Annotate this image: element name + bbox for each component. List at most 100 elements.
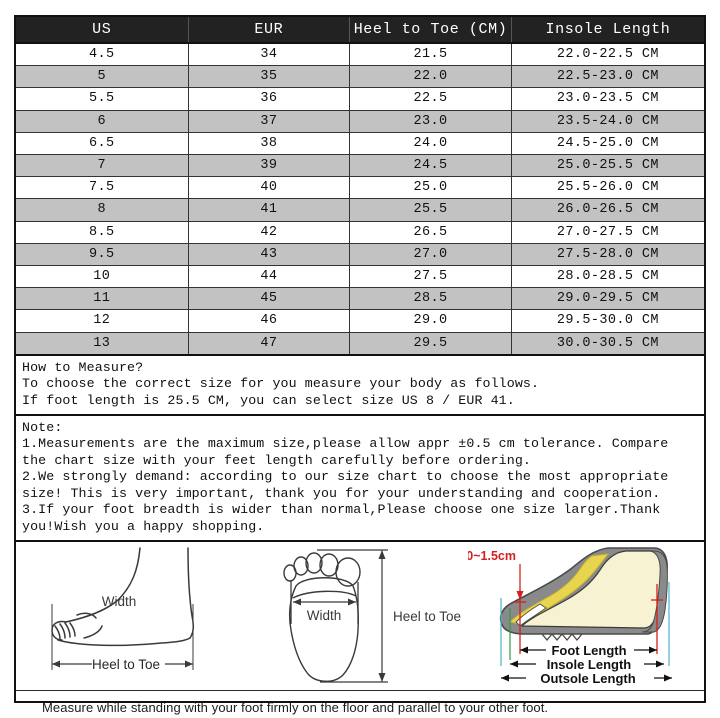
cell-insole-length: 24.5-25.0 CM bbox=[511, 132, 704, 156]
cell-heel-to-toe: 23.0 bbox=[349, 110, 512, 133]
cell-eur: 37 bbox=[188, 110, 351, 133]
measurement-diagrams: Width Heel to Toe bbox=[16, 542, 704, 691]
note-item-2: 2.We strongly demand: according to our s… bbox=[22, 469, 669, 501]
note-block: Note: 1.Measurements are the maximum siz… bbox=[16, 416, 704, 542]
table-row: 8 41 25.5 26.0-26.5 CM bbox=[16, 198, 704, 222]
sole-view-width-label: Width bbox=[307, 608, 342, 623]
cell-insole-length: 23.5-24.0 CM bbox=[511, 110, 704, 133]
cell-eur: 44 bbox=[188, 265, 351, 289]
table-row: 5 35 22.0 22.5-23.0 CM bbox=[16, 65, 704, 89]
cell-insole-length: 25.0-25.5 CM bbox=[511, 154, 704, 178]
shoe-lining-accent bbox=[508, 553, 610, 625]
cell-us: 7 bbox=[16, 154, 189, 178]
table-row: 7.5 40 25.0 25.5-26.0 CM bbox=[16, 176, 704, 200]
cell-insole-length: 29.5-30.0 CM bbox=[511, 309, 704, 333]
note-item-3: 3.If your foot breadth is wider than nor… bbox=[22, 502, 661, 534]
outsole-guide-lines bbox=[500, 581, 670, 666]
how-to-measure-line-1: To choose the correct size for you measu… bbox=[22, 376, 540, 392]
cell-us: 7.5 bbox=[16, 176, 189, 200]
cell-eur: 39 bbox=[188, 154, 351, 178]
note-item-1: 1.Measurements are the maximum size,plea… bbox=[22, 436, 669, 468]
cell-us: 6 bbox=[16, 110, 189, 133]
cell-us: 4.5 bbox=[16, 43, 189, 67]
how-to-measure-line-2: If foot length is 25.5 CM, you can selec… bbox=[22, 392, 515, 408]
shoe-cross-section-icon: add 0~1.5cm Foot Length bbox=[441, 547, 672, 686]
column-header-us: US bbox=[16, 17, 189, 44]
sole-view-diagram: Width Heel to Toe bbox=[260, 542, 466, 690]
cell-heel-to-toe: 24.5 bbox=[349, 154, 512, 178]
cell-heel-to-toe: 28.5 bbox=[349, 287, 512, 311]
table-row: 6.5 38 24.0 24.5-25.0 CM bbox=[16, 132, 704, 156]
table-row: 10 44 27.5 28.0-28.5 CM bbox=[16, 265, 704, 289]
cell-insole-length: 23.0-23.5 CM bbox=[511, 87, 704, 111]
outsole-length-label: Outsole Length bbox=[540, 671, 635, 686]
foot-length-label: Foot Length bbox=[551, 643, 626, 658]
shoe-tread bbox=[541, 632, 583, 641]
side-view-heel-to-toe-label: Heel to Toe bbox=[92, 657, 160, 672]
cell-heel-to-toe: 25.0 bbox=[349, 176, 512, 200]
column-header-eur: EUR bbox=[188, 17, 351, 44]
cell-insole-length: 22.0-22.5 CM bbox=[511, 43, 704, 67]
cell-eur: 40 bbox=[188, 176, 351, 200]
cell-us: 11 bbox=[16, 287, 189, 311]
side-view-diagram: Width Heel to Toe bbox=[22, 542, 254, 690]
side-view-width-label: Width bbox=[102, 594, 137, 609]
foot-guide-lines bbox=[514, 583, 663, 654]
cell-eur: 45 bbox=[188, 287, 351, 311]
cell-heel-to-toe: 26.5 bbox=[349, 221, 512, 244]
cell-heel-to-toe: 25.5 bbox=[349, 198, 512, 222]
table-body: 4.5 34 21.5 22.0-22.5 CM 5 35 22.0 22.5-23.0 CM… bbox=[16, 43, 704, 356]
side-view-foot-icon: Width Heel to Toe bbox=[51, 547, 195, 672]
cell-insole-length: 28.0-28.5 CM bbox=[511, 265, 704, 289]
cell-eur: 41 bbox=[188, 198, 351, 222]
cell-heel-to-toe: 27.5 bbox=[349, 265, 512, 289]
cell-insole-length: 22.5-23.0 CM bbox=[511, 65, 704, 89]
heel-counter bbox=[641, 550, 668, 633]
footer-instruction: Measure while standing with your foot fi… bbox=[42, 699, 549, 715]
cell-heel-to-toe: 22.0 bbox=[349, 65, 512, 89]
cell-eur: 47 bbox=[188, 332, 351, 356]
cell-insole-length: 29.0-29.5 CM bbox=[511, 287, 704, 311]
table-row: 5.5 36 22.5 23.0-23.5 CM bbox=[16, 87, 704, 111]
table-row: 6 37 23.0 23.5-24.0 CM bbox=[16, 110, 704, 133]
cell-insole-length: 27.5-28.0 CM bbox=[511, 243, 704, 267]
sole-view-foot-icon: Width Heel to Toe bbox=[283, 549, 461, 683]
cell-eur: 43 bbox=[188, 243, 351, 267]
cell-us: 13 bbox=[16, 332, 189, 356]
size-chart-frame: US EUR Heel to Toe (CM) Insole Length 4.… bbox=[14, 15, 706, 715]
cell-eur: 36 bbox=[188, 87, 351, 111]
cell-us: 10 bbox=[16, 265, 189, 289]
how-to-measure-block: How to Measure? To choose the correct si… bbox=[16, 356, 704, 417]
cell-eur: 42 bbox=[188, 221, 351, 244]
cell-insole-length: 27.0-27.5 CM bbox=[511, 221, 704, 244]
toe-box-highlight bbox=[515, 603, 547, 627]
table-row: 8.5 42 26.5 27.0-27.5 CM bbox=[16, 221, 704, 244]
sole-view-heel-to-toe-label: Heel to Toe bbox=[393, 609, 461, 624]
cell-insole-length: 25.5-26.0 CM bbox=[511, 176, 704, 200]
cell-heel-to-toe: 29.0 bbox=[349, 309, 512, 333]
table-row: 7 39 24.5 25.0-25.5 CM bbox=[16, 154, 704, 178]
cell-heel-to-toe: 21.5 bbox=[349, 43, 512, 67]
cell-heel-to-toe: 22.5 bbox=[349, 87, 512, 111]
shoe-fit-diagram: add 0~1.5cm Foot Length bbox=[441, 542, 702, 690]
cell-us: 12 bbox=[16, 309, 189, 333]
cell-us: 8 bbox=[16, 198, 189, 222]
cell-insole-length: 26.0-26.5 CM bbox=[511, 198, 704, 222]
cell-us: 6.5 bbox=[16, 132, 189, 156]
table-row: 11 45 28.5 29.0-29.5 CM bbox=[16, 287, 704, 311]
cell-eur: 35 bbox=[188, 65, 351, 89]
cell-us: 9.5 bbox=[16, 243, 189, 267]
column-header-insole-length: Insole Length bbox=[511, 17, 704, 44]
table-header-row: US EUR Heel to Toe (CM) Insole Length bbox=[16, 17, 704, 44]
table-row: 12 46 29.0 29.5-30.0 CM bbox=[16, 309, 704, 333]
cell-eur: 38 bbox=[188, 132, 351, 156]
cell-eur: 46 bbox=[188, 309, 351, 333]
cell-heel-to-toe: 29.5 bbox=[349, 332, 512, 356]
cell-heel-to-toe: 24.0 bbox=[349, 132, 512, 156]
insole-length-label: Insole Length bbox=[547, 657, 632, 672]
cell-us: 5.5 bbox=[16, 87, 189, 111]
cell-heel-to-toe: 27.0 bbox=[349, 243, 512, 267]
table-row: 13 47 29.5 30.0-30.5 CM bbox=[16, 332, 704, 356]
how-to-measure-title: How to Measure? bbox=[22, 359, 144, 375]
